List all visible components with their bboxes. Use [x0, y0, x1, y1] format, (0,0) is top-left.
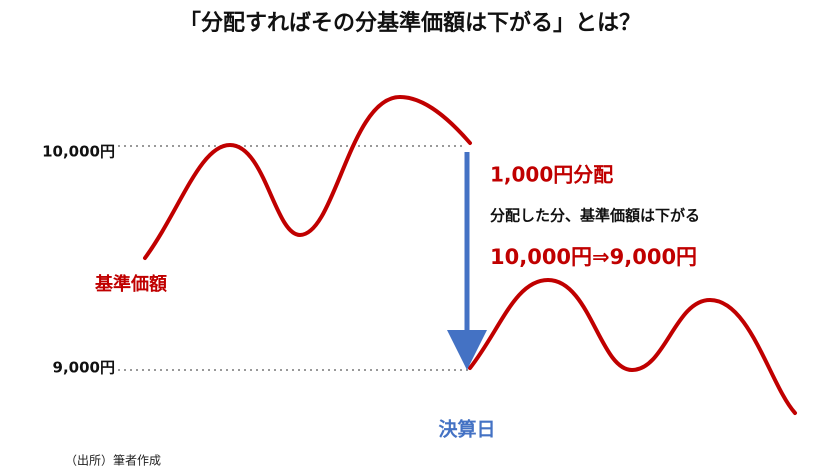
- source-note: （出所）筆者作成: [65, 454, 161, 468]
- upper-price-label: 10,000円: [42, 143, 115, 161]
- title: 「分配すればその分基準価額は下がる」とは？: [179, 10, 641, 36]
- line-label: 基準価額: [94, 273, 167, 295]
- distribution-label: 1,000円分配: [490, 163, 613, 187]
- price-curve-after: [468, 277, 797, 415]
- explanation-label: 分配した分、基準価額は下がる: [490, 207, 700, 225]
- event-label: 決算日: [438, 418, 495, 441]
- price-curve-before: [143, 94, 472, 260]
- change-label: 10,000円⇒9,000円: [490, 245, 697, 269]
- lower-price-label: 9,000円: [53, 359, 115, 377]
